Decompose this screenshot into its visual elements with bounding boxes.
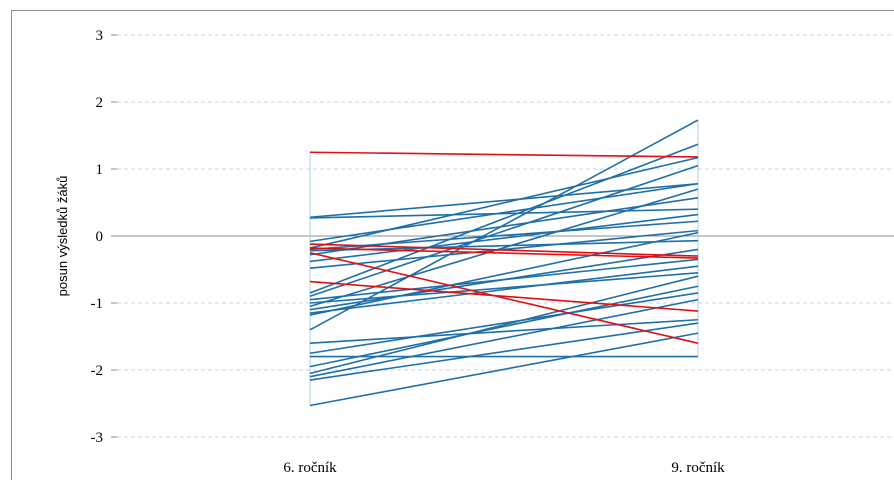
series-line: [309, 143, 699, 294]
series-line-highlight: [309, 247, 699, 259]
series-line-highlight: [309, 243, 699, 257]
y-tick-label: 1: [96, 162, 104, 178]
series-line: [309, 182, 699, 219]
series-line: [309, 231, 699, 316]
series-line: [309, 298, 699, 378]
series-line-highlight: [309, 280, 699, 312]
series-line: [309, 318, 699, 344]
series-line: [309, 248, 699, 311]
y-tick-label: -2: [91, 363, 104, 379]
y-tick-label: -3: [91, 430, 104, 446]
series-line: [309, 213, 699, 263]
series-line-highlight: [309, 151, 699, 158]
series-line: [309, 208, 699, 219]
y-axis-title: posun výsledků žáků: [55, 176, 70, 297]
series-line-highlight: [309, 251, 699, 344]
series-line: [309, 164, 699, 298]
series-line: [309, 182, 699, 243]
series-line: [309, 322, 699, 381]
series-line: [309, 156, 699, 249]
y-tick-label: 3: [96, 28, 104, 44]
series-line: [309, 188, 699, 308]
series-line: [309, 265, 699, 314]
series-line: [309, 119, 699, 331]
series-line: [309, 292, 699, 355]
series-line: [309, 275, 699, 375]
x-tick-label: 9. ročník: [671, 460, 725, 476]
y-tick-label: 0: [96, 229, 104, 245]
y-tick-label: -1: [91, 296, 104, 312]
series-line: [309, 285, 699, 368]
y-tick-label: 2: [96, 95, 104, 111]
x-tick-label: 6. ročník: [283, 460, 337, 476]
series-line: [309, 332, 699, 407]
series-line: [309, 272, 699, 304]
